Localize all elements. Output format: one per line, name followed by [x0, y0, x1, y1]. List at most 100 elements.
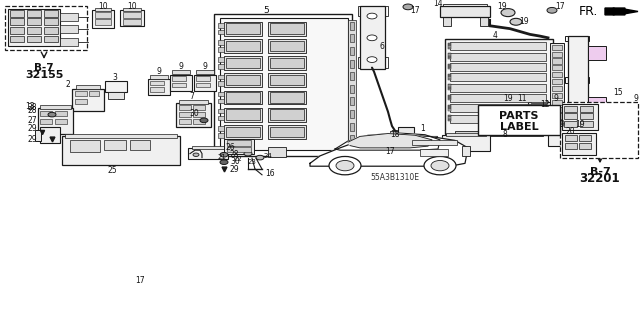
Bar — [565, 143, 577, 149]
Circle shape — [394, 154, 402, 158]
Bar — [218, 23, 224, 27]
Circle shape — [394, 145, 402, 150]
Bar — [270, 75, 304, 85]
Circle shape — [48, 112, 56, 117]
Circle shape — [377, 137, 383, 140]
Text: 27: 27 — [28, 116, 38, 125]
Bar — [531, 104, 545, 108]
Bar — [193, 119, 205, 124]
Text: 2: 2 — [66, 80, 70, 89]
Bar — [268, 56, 306, 70]
Bar — [224, 91, 262, 104]
Bar — [196, 83, 210, 87]
Bar — [420, 149, 448, 156]
Text: 19: 19 — [519, 17, 529, 26]
Bar — [44, 18, 58, 25]
Bar — [224, 56, 262, 70]
Bar — [448, 85, 451, 86]
Bar — [270, 92, 304, 103]
Polygon shape — [348, 134, 432, 148]
Bar — [580, 114, 593, 119]
Bar — [448, 48, 451, 49]
Bar — [40, 108, 50, 112]
Bar — [443, 17, 451, 26]
Bar — [123, 19, 141, 25]
Bar — [8, 9, 60, 46]
Bar — [350, 97, 354, 106]
Bar — [268, 91, 306, 104]
Bar — [551, 106, 567, 108]
Bar — [390, 131, 404, 137]
Bar — [55, 111, 67, 116]
Bar — [270, 58, 304, 68]
Bar — [580, 106, 593, 112]
Bar — [551, 127, 567, 130]
Bar — [150, 87, 164, 92]
Bar — [588, 46, 606, 60]
Bar — [448, 74, 451, 75]
Bar — [176, 103, 211, 127]
Bar — [179, 105, 191, 110]
Bar — [565, 78, 589, 83]
Bar — [564, 106, 577, 112]
Bar — [384, 6, 388, 16]
Circle shape — [431, 160, 449, 171]
Text: 19: 19 — [575, 121, 584, 130]
Bar — [448, 107, 451, 108]
Bar — [448, 94, 451, 96]
Text: 9: 9 — [634, 94, 639, 103]
Bar — [172, 70, 190, 74]
Bar — [450, 42, 546, 50]
Bar — [579, 143, 591, 149]
Bar — [104, 140, 126, 150]
Circle shape — [397, 137, 403, 140]
Bar — [358, 57, 362, 68]
Bar — [562, 104, 598, 130]
Bar — [462, 146, 470, 156]
Circle shape — [547, 7, 557, 13]
Bar — [35, 130, 41, 141]
Bar — [448, 56, 451, 57]
Circle shape — [193, 153, 199, 156]
Bar — [60, 13, 78, 21]
Bar — [448, 86, 451, 88]
Bar — [218, 81, 224, 86]
Bar — [62, 137, 180, 165]
Bar — [70, 140, 100, 152]
Bar — [350, 85, 354, 93]
Text: PARTS: PARTS — [499, 111, 539, 121]
Circle shape — [367, 13, 377, 19]
Bar — [172, 76, 186, 81]
Bar — [188, 148, 228, 159]
Bar — [552, 65, 562, 70]
Text: 21: 21 — [218, 154, 227, 160]
Bar — [40, 127, 60, 143]
Circle shape — [367, 57, 377, 63]
Bar — [60, 25, 78, 33]
Bar — [448, 57, 451, 58]
Bar — [224, 108, 262, 122]
Bar — [227, 140, 251, 146]
Bar — [350, 72, 354, 80]
Circle shape — [228, 142, 236, 147]
Bar — [40, 119, 52, 124]
Bar — [72, 89, 104, 111]
Bar — [27, 18, 41, 25]
Bar — [552, 100, 562, 105]
Bar — [448, 89, 451, 90]
Text: B-7: B-7 — [34, 63, 54, 73]
Bar — [224, 139, 254, 154]
Bar — [172, 83, 186, 87]
Bar — [44, 27, 58, 34]
Bar — [562, 133, 596, 155]
Text: 9: 9 — [203, 62, 207, 71]
Bar — [448, 55, 451, 56]
Bar — [75, 99, 87, 104]
Bar — [565, 35, 589, 41]
Bar — [450, 115, 546, 122]
Bar — [358, 6, 362, 16]
Text: 29: 29 — [28, 124, 38, 133]
Bar — [552, 114, 562, 119]
Bar — [450, 94, 546, 102]
Circle shape — [424, 156, 456, 175]
